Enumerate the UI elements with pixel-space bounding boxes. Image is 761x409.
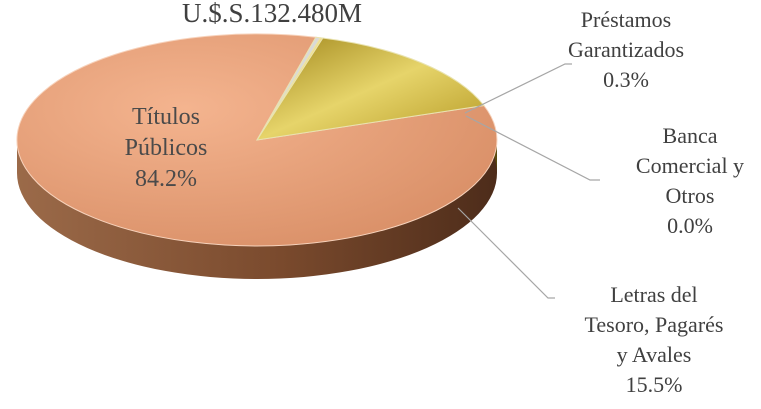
slice-side-titulos-publicos: [17, 140, 497, 279]
leader-lines: [457, 63, 600, 299]
data-label-titulos-publicos: Títulos Públicos 84.2%: [125, 104, 208, 192]
data-label-prestamos-garantizados: Préstamos Garantizados 0.3%: [568, 7, 684, 92]
pie-top: [16, 33, 498, 247]
slice-banca-comercial: [256, 37, 324, 141]
data-label-letras-del-tesoro: Letras del Tesoro, Pagarés y Avales 15.5%: [585, 282, 724, 397]
leader-line-prestamos-garantizados: [464, 63, 572, 114]
data-labels: Títulos Públicos 84.2% Préstamos Garantizado…: [125, 7, 744, 397]
data-label-banca-comercial: Banca Comercial y Otros 0.0%: [636, 123, 744, 238]
leader-line-letras-del-tesoro: [457, 207, 555, 299]
chart-title: U.$.S.132.480M: [182, 0, 362, 28]
slice-letras-del-tesoro: [255, 37, 485, 141]
leader-line-banca-comercial: [465, 115, 600, 181]
